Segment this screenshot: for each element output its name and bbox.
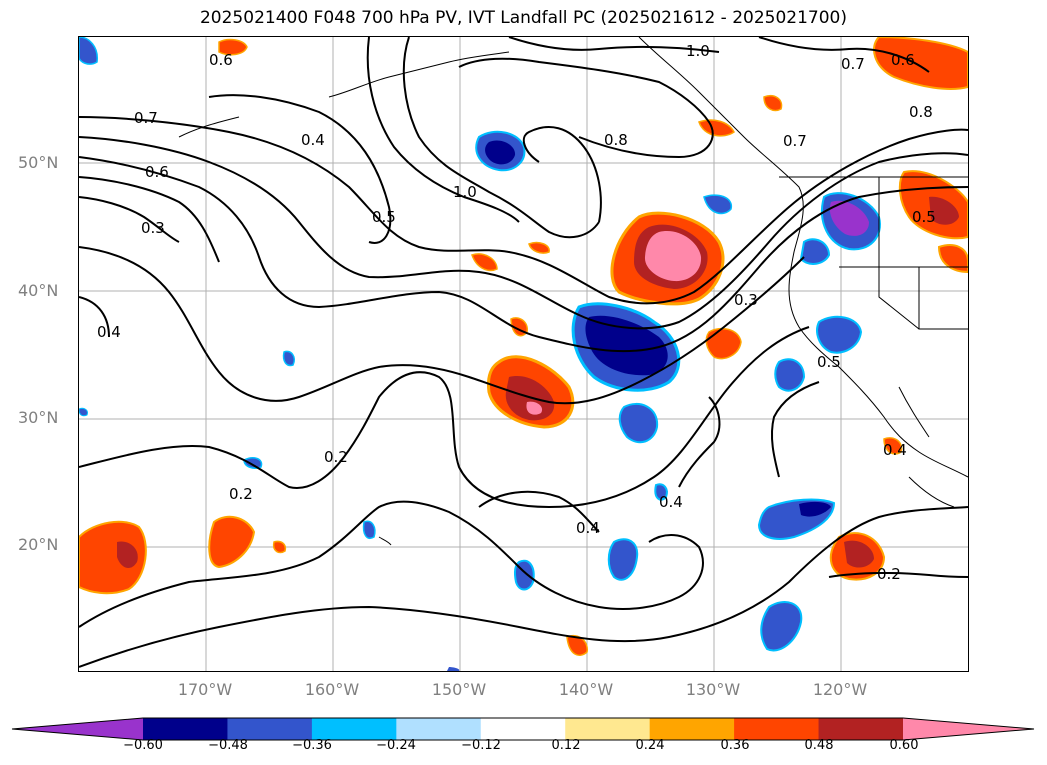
contour-label: 0.5 bbox=[817, 353, 841, 371]
contour-label: 0.7 bbox=[134, 109, 158, 127]
contour-label: 0.4 bbox=[883, 441, 907, 459]
contour-labels: 0.6 1.0 0.7 0.7 0.6 0.4 0.8 0.7 0.8 0.6 … bbox=[97, 42, 936, 583]
colorbar-swatch bbox=[649, 718, 735, 740]
contour-label: 0.4 bbox=[659, 493, 683, 511]
contour-label: 0.4 bbox=[576, 519, 600, 537]
contour-label: 0.8 bbox=[604, 131, 628, 149]
contour-label: 0.6 bbox=[145, 163, 169, 181]
contour-label: 0.7 bbox=[783, 132, 807, 150]
colorbar-swatches bbox=[12, 718, 1034, 740]
lon-label: 160°W bbox=[304, 680, 360, 699]
contour-label: 0.3 bbox=[141, 219, 165, 237]
contour-label: 1.0 bbox=[453, 183, 477, 201]
lon-label: 150°W bbox=[431, 680, 487, 699]
lon-label: 140°W bbox=[558, 680, 614, 699]
colorbar-tick: −0.24 bbox=[376, 738, 416, 753]
contour-label: 0.4 bbox=[97, 323, 121, 341]
map-panel: 0.6 1.0 0.7 0.7 0.6 0.4 0.8 0.7 0.8 0.6 … bbox=[78, 36, 969, 672]
pv-contours bbox=[79, 37, 968, 668]
colorbar-tick: 0.48 bbox=[804, 738, 834, 753]
colorbar-tick: 0.36 bbox=[720, 738, 750, 753]
colorbar-tick: −0.48 bbox=[208, 738, 248, 753]
colorbar-swatch bbox=[227, 718, 313, 740]
contour-label: 0.3 bbox=[734, 291, 758, 309]
colorbar-tick: −0.36 bbox=[292, 738, 332, 753]
contour-label: 0.8 bbox=[909, 103, 933, 121]
contour-label: 0.6 bbox=[209, 51, 233, 69]
colorbar-swatch bbox=[396, 718, 482, 740]
lon-label: 120°W bbox=[812, 680, 868, 699]
lat-label: 40°N bbox=[18, 281, 59, 300]
colorbar-tick: −0.12 bbox=[461, 738, 501, 753]
contour-label: 0.4 bbox=[301, 131, 325, 149]
contour-label: 0.2 bbox=[229, 485, 253, 503]
colorbar-extend-low bbox=[12, 718, 143, 740]
lon-label: 170°W bbox=[177, 680, 233, 699]
lat-label: 30°N bbox=[18, 408, 59, 427]
lat-label: 20°N bbox=[18, 535, 59, 554]
contour-label: 0.5 bbox=[372, 208, 396, 226]
colorbar-tick: 0.24 bbox=[635, 738, 665, 753]
colorbar-swatch bbox=[480, 718, 566, 740]
colorbar-tick: 0.12 bbox=[551, 738, 581, 753]
lon-label: 130°W bbox=[685, 680, 741, 699]
contour-line bbox=[79, 156, 968, 353]
map-canvas: 0.6 1.0 0.7 0.7 0.6 0.4 0.8 0.7 0.8 0.6 … bbox=[79, 37, 968, 671]
pv-shading bbox=[79, 37, 968, 671]
contour-label: 0.6 bbox=[891, 51, 915, 69]
colorbar-tick: −0.60 bbox=[123, 738, 163, 753]
colorbar-swatch bbox=[565, 718, 651, 740]
colorbar-extend-high bbox=[903, 718, 1034, 740]
contour-label: 0.2 bbox=[324, 448, 348, 466]
colorbar-swatch bbox=[818, 718, 904, 740]
colorbar-swatch bbox=[734, 718, 820, 740]
contour-label: 0.7 bbox=[841, 55, 865, 73]
colorbar-tick: 0.60 bbox=[889, 738, 919, 753]
colorbar-swatch bbox=[311, 718, 397, 740]
lat-label: 50°N bbox=[18, 153, 59, 172]
colorbar-swatch bbox=[143, 718, 228, 740]
contour-label: 0.2 bbox=[877, 565, 901, 583]
colorbar bbox=[11, 717, 1035, 741]
coastline bbox=[178, 37, 968, 546]
chart-title: 2025021400 F048 700 hPa PV, IVT Landfall… bbox=[199, 8, 847, 28]
positive-anomaly-west bbox=[79, 520, 147, 595]
colorbar-outline bbox=[11, 717, 1035, 741]
contour-label: 1.0 bbox=[686, 42, 710, 60]
contour-label: 0.5 bbox=[912, 208, 936, 226]
positive-anomaly-ne bbox=[873, 37, 968, 90]
